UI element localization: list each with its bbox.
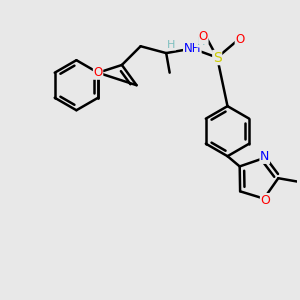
Text: S: S — [213, 51, 222, 64]
Text: H: H — [167, 40, 176, 50]
Text: O: O — [93, 66, 103, 79]
Text: O: O — [199, 30, 208, 44]
Text: N: N — [260, 150, 269, 163]
Text: O: O — [235, 32, 244, 46]
Text: O: O — [260, 194, 270, 207]
Text: NH: NH — [184, 42, 201, 55]
Text: H: H — [197, 37, 205, 47]
